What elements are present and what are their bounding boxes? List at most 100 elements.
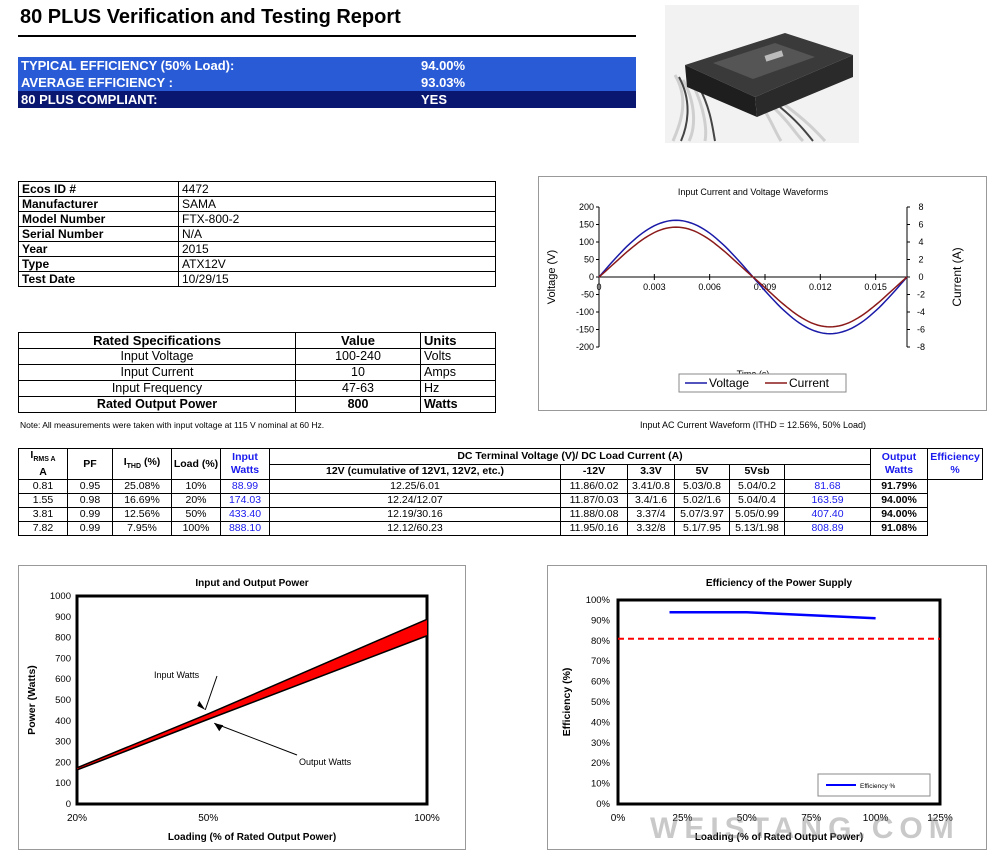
y2-tick-label: -8: [917, 342, 925, 352]
x-tick-label: 0.015: [864, 282, 887, 292]
table-cell: 12.25/6.01: [269, 479, 561, 495]
legend-current-label: Current: [789, 376, 830, 390]
header-efficiency: Efficiency %: [927, 447, 983, 481]
spec-name: Rated Output Power: [18, 396, 296, 413]
y2-tick-label: -6: [917, 325, 925, 335]
y-tick-label: 0%: [596, 799, 610, 810]
y-tick-label: -200: [576, 342, 594, 352]
table-cell: 12.24/12.07: [269, 493, 561, 509]
info-row: Serial Number N/A: [18, 226, 496, 242]
y-axis-label: Efficiency (%): [561, 668, 573, 737]
info-key: Manufacturer: [18, 196, 179, 212]
spec-header-row: Rated Specifications Value Units: [18, 332, 496, 349]
title-rule: [18, 35, 636, 37]
y-tick-label: 60%: [591, 677, 611, 688]
y-tick-label: 0: [66, 799, 71, 810]
report-title: 80 PLUS Verification and Testing Report: [20, 6, 401, 28]
x-tick-label: 50%: [737, 813, 757, 824]
info-value: FTX-800-2: [178, 211, 496, 227]
table-cell: 0.81: [18, 479, 68, 495]
table-cell: 3.81: [18, 507, 68, 523]
y-tick-label: 150: [579, 220, 594, 230]
y-tick-label: 30%: [591, 738, 611, 749]
y2-tick-label: 4: [918, 237, 923, 247]
input-watts-annotation: Input Watts: [154, 670, 200, 680]
spec-value: 10: [295, 364, 421, 381]
info-key: Type: [18, 256, 179, 272]
y-tick-label: 20%: [591, 758, 611, 769]
x-axis-label: Loading (% of Rated Output Power): [168, 832, 336, 843]
y-tick-label: 90%: [591, 615, 611, 626]
legend-voltage-label: Voltage: [709, 376, 749, 390]
table-cell: 100%: [171, 521, 221, 537]
info-key: Model Number: [18, 211, 179, 227]
spec-header: Rated Specifications: [18, 332, 296, 349]
summary-value: 93.03%: [421, 75, 466, 90]
y2-axis-label: Current (A): [950, 247, 964, 306]
spec-header: Value: [295, 332, 421, 349]
y-tick-label: 10%: [591, 779, 611, 790]
summary-row-compliant: 80 PLUS COMPLIANT: YES: [18, 91, 636, 108]
y-tick-label: 700: [55, 653, 71, 664]
output-watts-arrow: [214, 722, 298, 756]
y-tick-label: 400: [55, 716, 71, 727]
y-tick-label: 100: [579, 237, 594, 247]
header-output-watts: Output Watts: [870, 447, 928, 481]
info-value: ATX12V: [178, 256, 496, 272]
header-5v: 5V: [674, 463, 730, 481]
table-row: 0.81 0.95 25.08% 10% 88.99 12.25/6.01 11.86/0.…: [18, 479, 983, 495]
output-watts-annotation: Output Watts: [299, 757, 352, 767]
info-value: 4472: [178, 181, 496, 197]
info-row: Model Number FTX-800-2: [18, 211, 496, 227]
y-tick-label: 100%: [586, 595, 611, 606]
spec-row: Input Frequency 47-63 Hz: [18, 380, 496, 397]
efficiency-series-line: [669, 610, 876, 620]
header-dc-terminal: DC Terminal Voltage (V)/ DC Load Current…: [269, 448, 871, 465]
table-cell: 5.1/7.95: [674, 521, 730, 537]
legend-efficiency-label: Efficiency %: [860, 783, 896, 790]
y-tick-label: -150: [576, 325, 594, 335]
table-cell: 5.02/1.6: [674, 493, 730, 509]
y2-tick-label: -2: [917, 290, 925, 300]
spec-name: Input Frequency: [18, 380, 296, 397]
table-cell: 11.87/0.03: [560, 493, 628, 509]
info-key: Year: [18, 241, 179, 257]
efficiency-summary: TYPICAL EFFICIENCY (50% Load): 94.00% AV…: [18, 57, 636, 108]
table-cell: 25.08%: [112, 479, 172, 495]
y-tick-label: 50%: [591, 697, 611, 708]
output-watts-arrowhead: [214, 723, 224, 732]
spec-name: Input Voltage: [18, 348, 296, 365]
header-input-watts: Input Watts: [220, 447, 270, 481]
info-row: Test Date 10/29/15: [18, 271, 496, 287]
table-cell: 0.98: [67, 493, 113, 509]
table-cell: 0.99: [67, 521, 113, 537]
y-tick-label: 0: [589, 272, 594, 282]
summary-value: YES: [421, 92, 448, 107]
spec-row: Input Current 10 Amps: [18, 364, 496, 381]
header-3v3: 3.3V: [627, 463, 675, 481]
spec-row: Input Voltage 100-240 Volts: [18, 348, 496, 365]
y-tick-label: 900: [55, 612, 71, 623]
info-value: 10/29/15: [178, 271, 496, 287]
y2-tick-label: -4: [917, 307, 925, 317]
chart-title: Input Current and Voltage Waveforms: [678, 187, 829, 197]
table-cell: 94.00%: [870, 507, 928, 523]
table-cell: 91.08%: [870, 521, 928, 537]
summary-row-average: AVERAGE EFFICIENCY : 93.03%: [18, 74, 636, 91]
y-tick-label: -50: [581, 290, 594, 300]
x-tick-label: 25%: [672, 813, 692, 824]
table-cell: 0.95: [67, 479, 113, 495]
product-info-table: Ecos ID #4472 Manufacturer SAMA Model Num…: [18, 181, 496, 287]
x-tick-label: 0%: [611, 813, 626, 824]
y-tick-label: 800: [55, 633, 71, 644]
table-cell: 91.79%: [870, 479, 928, 495]
x-tick-label: 125%: [927, 813, 953, 824]
x-tick-label: 75%: [801, 813, 821, 824]
x-tick-label: 100%: [863, 813, 889, 824]
table-cell: 407.40: [784, 507, 871, 523]
spec-row: Rated Output Power 800 Watts: [18, 396, 496, 413]
y-axis-label: Voltage (V): [546, 250, 558, 304]
